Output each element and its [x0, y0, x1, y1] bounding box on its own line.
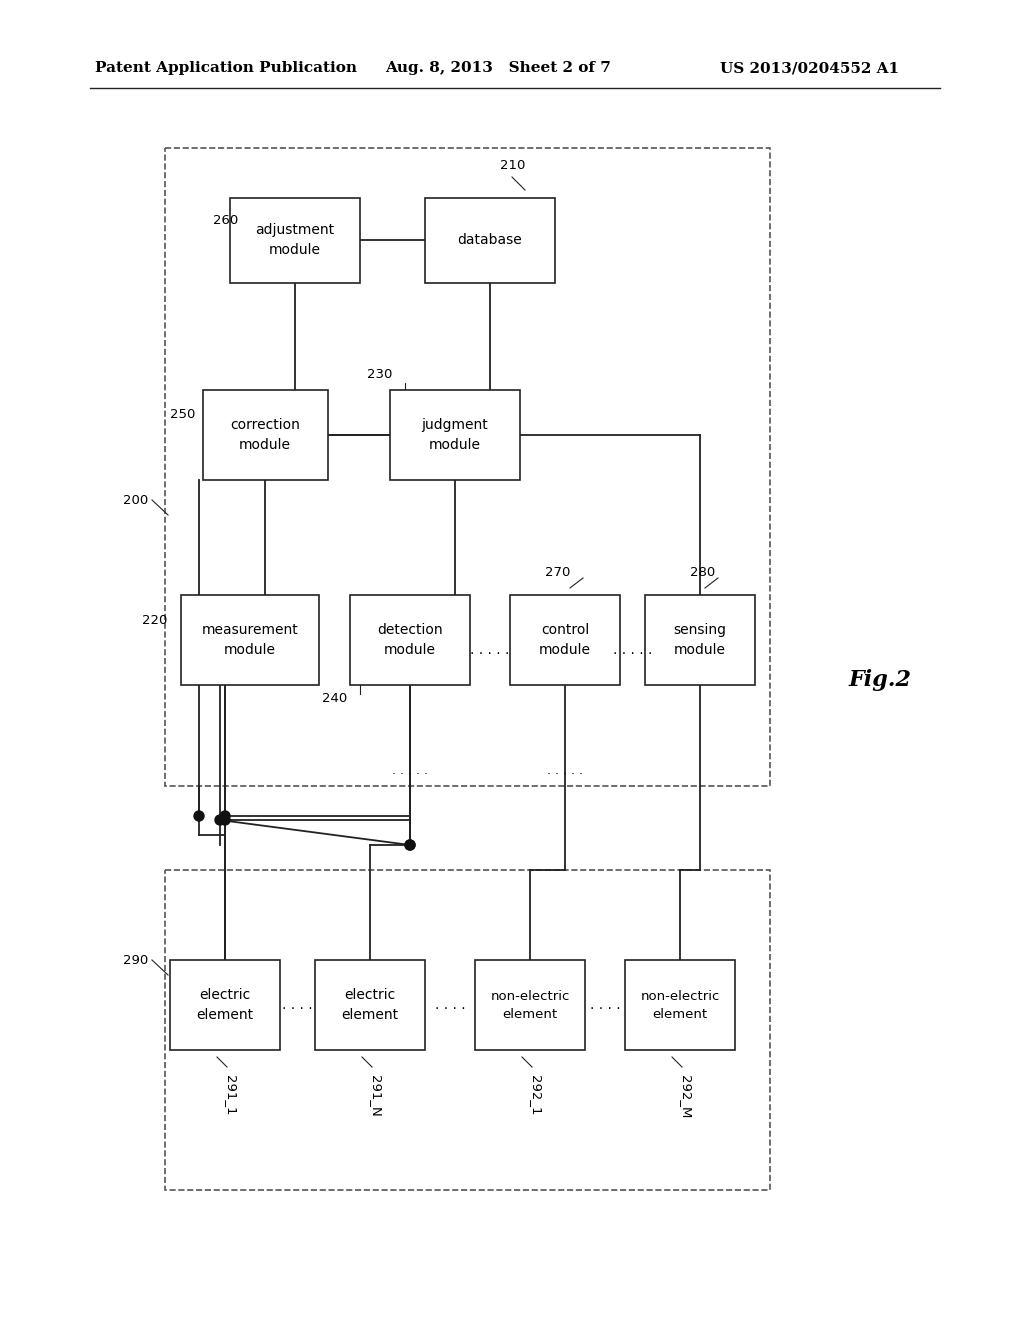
Text: judgment
module: judgment module — [422, 418, 488, 451]
Bar — [425, 198, 555, 282]
Text: 291_N: 291_N — [369, 1074, 382, 1117]
Text: 240: 240 — [322, 692, 347, 705]
Text: . . . .: . . . . — [434, 998, 465, 1012]
Text: database: database — [458, 234, 522, 247]
Text: adjustment
module: adjustment module — [255, 223, 335, 257]
Bar — [170, 960, 280, 1049]
Text: . . . . .: . . . . . — [612, 643, 652, 657]
Bar — [510, 595, 620, 685]
Text: non-electric
element: non-electric element — [640, 990, 720, 1020]
Text: 280: 280 — [690, 565, 715, 578]
Text: non-electric
element: non-electric element — [490, 990, 569, 1020]
Text: Patent Application Publication: Patent Application Publication — [95, 61, 357, 75]
Text: 270: 270 — [545, 565, 570, 578]
Text: 210: 210 — [500, 158, 525, 172]
Bar — [645, 595, 755, 685]
Circle shape — [406, 840, 415, 850]
Text: electric
element: electric element — [341, 989, 398, 1022]
Text: measurement
module: measurement module — [202, 623, 298, 657]
Text: Aug. 8, 2013   Sheet 2 of 7: Aug. 8, 2013 Sheet 2 of 7 — [385, 61, 611, 75]
Text: Fig.2: Fig.2 — [849, 669, 911, 690]
Text: sensing
module: sensing module — [674, 623, 726, 657]
Text: 200: 200 — [123, 494, 148, 507]
Text: . . . . .: . . . . . — [470, 643, 510, 657]
Text: US 2013/0204552 A1: US 2013/0204552 A1 — [720, 61, 899, 75]
Text: 292_1: 292_1 — [528, 1074, 542, 1115]
Bar — [165, 870, 770, 1191]
Text: detection
module: detection module — [377, 623, 442, 657]
Bar — [625, 960, 735, 1049]
Circle shape — [220, 810, 230, 821]
Text: 220: 220 — [142, 614, 167, 627]
Bar — [230, 198, 360, 282]
Text: . . . . .: . . . . . — [547, 764, 583, 777]
Bar — [390, 389, 520, 480]
Text: electric
element: electric element — [197, 989, 254, 1022]
Circle shape — [194, 810, 204, 821]
Text: 290: 290 — [123, 953, 148, 966]
Text: . . . . .: . . . . . — [392, 764, 428, 777]
Text: 250: 250 — [170, 408, 196, 421]
Text: . . . .: . . . . — [590, 998, 621, 1012]
Bar — [181, 595, 319, 685]
Text: 292_M: 292_M — [679, 1074, 691, 1118]
Text: control
module: control module — [539, 623, 591, 657]
Circle shape — [406, 840, 415, 850]
Text: 230: 230 — [367, 368, 392, 381]
Text: 260: 260 — [213, 214, 239, 227]
Circle shape — [220, 814, 230, 825]
Bar — [315, 960, 425, 1049]
Circle shape — [215, 814, 225, 825]
Bar — [165, 148, 770, 785]
Text: . . . .: . . . . — [283, 998, 312, 1012]
Bar — [350, 595, 470, 685]
Bar — [203, 389, 328, 480]
Text: 291_1: 291_1 — [223, 1074, 237, 1115]
Text: correction
module: correction module — [230, 418, 300, 451]
Bar — [475, 960, 585, 1049]
